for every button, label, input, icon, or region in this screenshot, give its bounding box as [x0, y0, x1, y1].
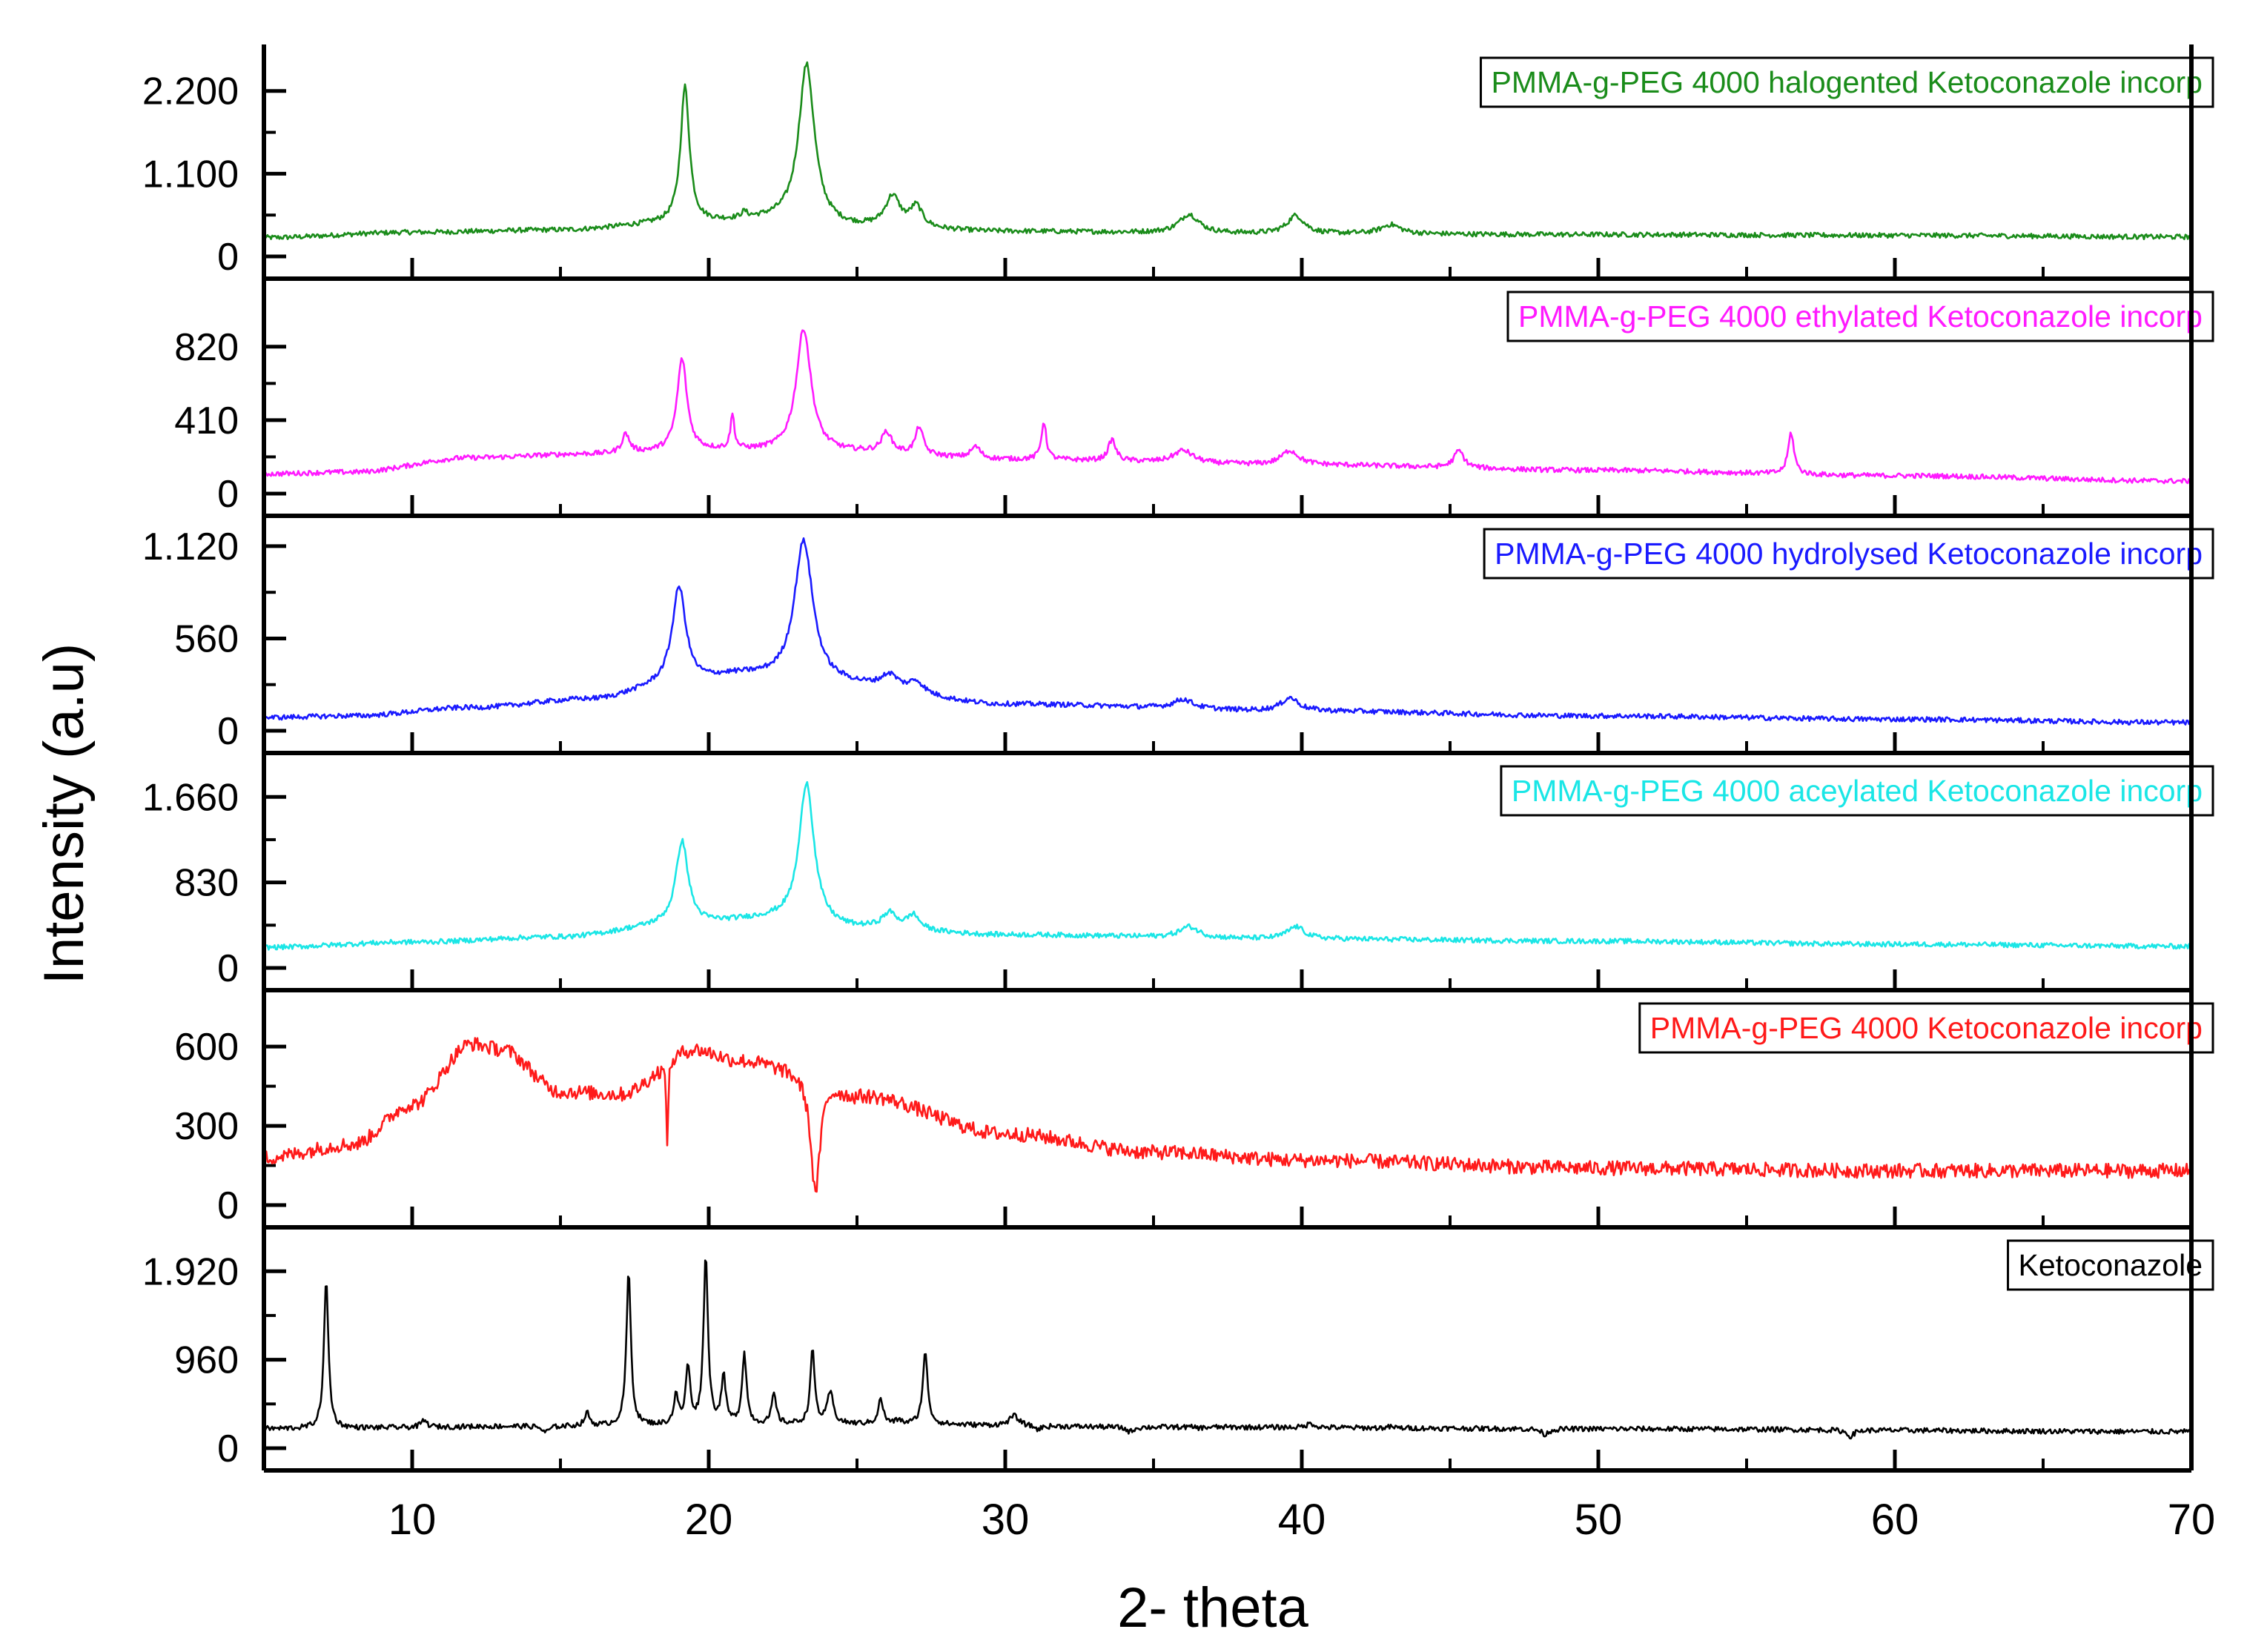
- y-tick-label: 960: [174, 1339, 239, 1382]
- legend-ketoconazole: Ketoconazole: [2007, 1239, 2214, 1291]
- panels-layer: 0 1.100 2.200 PMMA-g-PEG 4000 halogented Ke…: [142, 56, 2214, 1473]
- legend-pmma-g-peg-4000-aceylated-ketoconazole-incorp: PMMA-g-PEG 4000 aceylated Ketoconazole i…: [1500, 765, 2214, 817]
- x-tick-label: 20: [685, 1496, 733, 1544]
- panel-pmma-g-peg-4000-ethylated-ketoconazole-incorp: 0 410 820 PMMA-g-PEG 4000 ethylated Ketocon…: [174, 291, 2214, 518]
- x-tick-label: 30: [982, 1496, 1030, 1544]
- series-line-pmma-g-peg-4000-hydrolysed-ketoconazole-incorp: [263, 537, 2193, 726]
- legend-box: [1479, 56, 2214, 108]
- y-tick-label: 0: [217, 1184, 239, 1227]
- legend-box: [1638, 1002, 2214, 1054]
- series-line-pmma-g-peg-4000-ethylated-ketoconazole-incorp: [263, 329, 2193, 485]
- legend-box: [2007, 1239, 2214, 1291]
- y-tick-label: 2.200: [142, 70, 239, 113]
- y-tick-label: 600: [174, 1026, 239, 1069]
- y-tick-label: 0: [217, 710, 239, 753]
- panel-pmma-g-peg-4000-halogented-ketoconazole-incorp: 0 1.100 2.200 PMMA-g-PEG 4000 halogented Ke…: [142, 56, 2214, 281]
- legend-box: [1506, 291, 2214, 342]
- y-tick-label: 0: [217, 1427, 239, 1470]
- panel-pmma-g-peg-4000-ketoconazole-incorp: 0 300 600 PMMA-g-PEG 4000 Ketoconazole inco…: [174, 1002, 2214, 1230]
- y-tick-label: 0: [217, 947, 239, 990]
- legend-label: Ketoconazole: [2019, 1248, 2203, 1282]
- panel-pmma-g-peg-4000-hydrolysed-ketoconazole-incorp: 0 560 1.120 PMMA-g-PEG 4000 hydrolysed Keto…: [142, 525, 2214, 755]
- legend-label: PMMA-g-PEG 4000 hydrolysed Ketoconazole …: [1495, 537, 2203, 571]
- x-tick-label: 60: [1871, 1496, 1919, 1544]
- y-tick-label: 560: [174, 617, 239, 660]
- x-axis: 10 20 30 40 50 60 70: [262, 44, 2216, 1544]
- y-tick-label: 1.660: [142, 776, 239, 819]
- series-line-pmma-g-peg-4000-halogented-ketoconazole-incorp: [262, 61, 2193, 240]
- legend-pmma-g-peg-4000-ketoconazole-incorp: PMMA-g-PEG 4000 Ketoconazole incorp: [1638, 1002, 2214, 1054]
- legend-pmma-g-peg-4000-ethylated-ketoconazole-incorp: PMMA-g-PEG 4000 ethylated Ketoconazole i…: [1506, 291, 2214, 342]
- legend-pmma-g-peg-4000-hydrolysed-ketoconazole-incorp: PMMA-g-PEG 4000 hydrolysed Ketoconazole …: [1483, 528, 2214, 580]
- y-tick-label: 1.100: [142, 153, 239, 196]
- legend-box: [1500, 765, 2214, 817]
- y-tick-label: 0: [217, 473, 239, 516]
- y-axis-title: Intensity (a.u): [33, 643, 96, 984]
- y-tick-label: 1.920: [142, 1250, 239, 1293]
- y-tick-label: 410: [174, 399, 239, 442]
- x-axis-title: 2- theta: [1117, 1576, 1308, 1639]
- legend-box: [1483, 528, 2214, 580]
- panel-pmma-g-peg-4000-aceylated-ketoconazole-incorp: 0 830 1.660 PMMA-g-PEG 4000 aceylated Ketoc…: [142, 765, 2214, 992]
- legend-label: PMMA-g-PEG 4000 aceylated Ketoconazole i…: [1512, 774, 2203, 808]
- x-tick-label: 50: [1575, 1496, 1623, 1544]
- legend-label: PMMA-g-PEG 4000 ethylated Ketoconazole i…: [1518, 299, 2203, 334]
- series-line-pmma-g-peg-4000-aceylated-ketoconazole-incorp: [263, 780, 2192, 951]
- y-tick-label: 300: [174, 1105, 239, 1148]
- legend-pmma-g-peg-4000-halogented-ketoconazole-incorp: PMMA-g-PEG 4000 halogented Ketoconazole …: [1479, 56, 2214, 108]
- x-tick-label: 40: [1278, 1496, 1326, 1544]
- legend-label: PMMA-g-PEG 4000 Ketoconazole incorp: [1650, 1011, 2203, 1045]
- y-tick-label: 0: [217, 236, 239, 279]
- series-line-ketoconazole: [262, 1259, 2193, 1440]
- series-line-pmma-g-peg-4000-ketoconazole-incorp: [262, 1037, 2192, 1193]
- legend-label: PMMA-g-PEG 4000 halogented Ketoconazole …: [1491, 65, 2203, 99]
- x-tick-label: 70: [2168, 1496, 2216, 1544]
- panel-ketoconazole: 0 960 1.920 Ketoconazole: [142, 1239, 2214, 1473]
- y-tick-label: 830: [174, 862, 239, 905]
- y-tick-label: 820: [174, 326, 239, 369]
- y-tick-label: 1.120: [142, 525, 239, 568]
- x-tick-label: 10: [388, 1496, 437, 1544]
